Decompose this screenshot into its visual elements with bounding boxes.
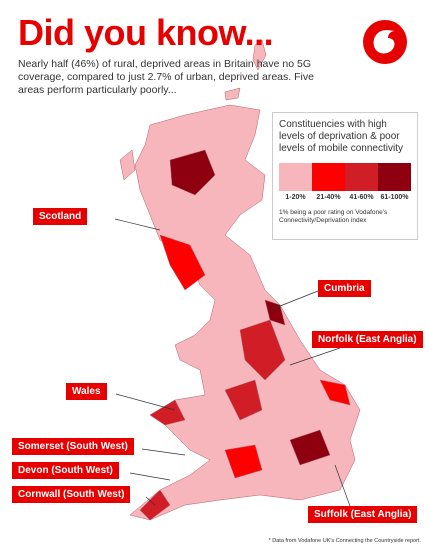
legend-swatch xyxy=(345,163,378,191)
footnote: * Data from Vodafone UK's Connecting the… xyxy=(268,538,421,544)
region-label: Wales xyxy=(66,383,107,400)
legend-label: 61-100% xyxy=(380,194,409,201)
legend-item: 41-60% xyxy=(345,163,378,201)
legend-swatch xyxy=(378,163,411,191)
region-label: Cumbria xyxy=(318,280,371,297)
legend-item: 1-20% xyxy=(279,163,312,201)
legend-title: Constituencies with high levels of depri… xyxy=(279,119,403,154)
vodafone-logo xyxy=(363,20,407,64)
region-label: Somerset (South West) xyxy=(12,438,134,455)
legend-item: 21-40% xyxy=(312,163,345,201)
britain xyxy=(119,39,361,521)
region-label: Suffolk (East Anglia) xyxy=(308,506,418,523)
legend-swatch xyxy=(312,163,345,191)
leader-lines xyxy=(114,218,351,507)
region-label: Norfolk (East Anglia) xyxy=(312,331,423,348)
legend-label: 41-60% xyxy=(349,194,374,201)
legend: Constituencies with high levels of depri… xyxy=(272,112,418,240)
legend-label: 1-20% xyxy=(285,194,306,201)
region-label: Cornwall (South West) xyxy=(12,486,131,503)
subtitle: Nearly half (46%) of rural, deprived are… xyxy=(18,58,314,96)
legend-item: 61-100% xyxy=(378,163,411,201)
legend-items: 1-20% 21-40% 41-60% 61-100% xyxy=(279,163,411,201)
legend-label: 21-40% xyxy=(316,194,341,201)
region-label: Scotland xyxy=(33,208,88,225)
title: Did you know... xyxy=(18,12,274,53)
region-label: Devon (South West) xyxy=(12,462,119,479)
legend-swatch xyxy=(279,163,312,191)
legend-note: 1% being a poor rating on Vodafone's Con… xyxy=(279,209,388,224)
